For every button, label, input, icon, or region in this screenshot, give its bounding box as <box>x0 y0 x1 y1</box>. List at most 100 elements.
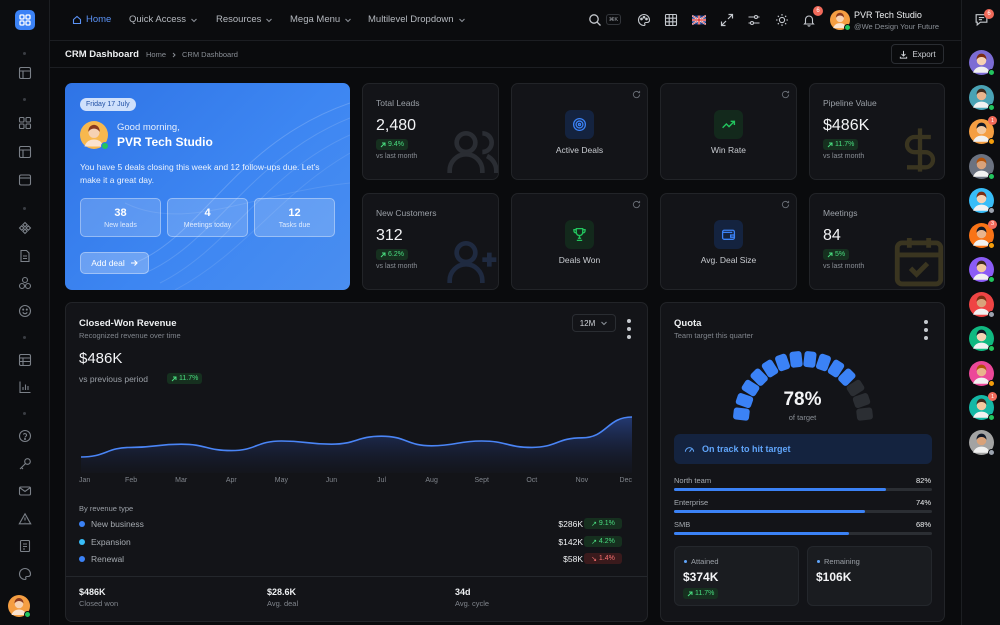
series-dot <box>79 521 85 527</box>
welcome-card: Friday 17 July Good morning, PVR Tech St… <box>65 83 350 290</box>
dashboard-icon[interactable] <box>18 116 32 130</box>
refresh-icon[interactable] <box>632 200 641 209</box>
settings-sliders-icon[interactable] <box>747 13 761 27</box>
contact-avatar[interactable] <box>969 360 995 387</box>
sidebar-user-avatar[interactable] <box>8 595 31 618</box>
arrow-up-right-icon <box>380 252 386 257</box>
presence-status-dot <box>988 310 995 318</box>
contact-avatar[interactable] <box>969 257 995 283</box>
icon-card-deals-won[interactable]: Deals Won <box>511 193 648 290</box>
refresh-icon[interactable] <box>781 90 790 99</box>
breadcrumb-home-link[interactable]: Home <box>146 50 167 59</box>
search-icon[interactable] <box>588 13 602 27</box>
arrow-up-right-icon <box>171 376 177 381</box>
shapes-icon[interactable] <box>18 276 32 290</box>
invoice-icon[interactable] <box>18 539 32 553</box>
stat-new-leads: 38 New leads <box>80 198 161 237</box>
breakdown-name: New business <box>91 519 144 529</box>
user-avatar[interactable] <box>830 10 851 31</box>
team-name: Enterprise <box>674 498 709 507</box>
left-sidebar <box>0 0 50 625</box>
icon-card-avg-deal-size[interactable]: Avg. Deal Size <box>660 193 797 290</box>
icon-card-active-deals[interactable]: Active Deals <box>511 83 648 180</box>
unread-badge: 1 <box>988 392 997 401</box>
bar-chart-icon[interactable] <box>18 380 32 394</box>
user-plus-icon <box>447 241 497 283</box>
add-deal-button[interactable]: Add deal <box>80 252 149 274</box>
palette-icon[interactable] <box>637 13 651 27</box>
contact-avatar[interactable] <box>969 188 995 214</box>
gauge-segment <box>789 351 803 368</box>
more-vertical-icon[interactable] <box>922 318 930 340</box>
uk-flag-icon[interactable] <box>692 13 706 27</box>
x-axis-labels: Jan Feb Mar Apr May Jun Jul Aug Sept Oct Nov Dec <box>79 477 634 487</box>
dollar-icon <box>904 128 936 172</box>
nav-quick-access[interactable]: Quick Access <box>129 14 198 25</box>
nav-mega-menu[interactable]: Mega Menu <box>290 14 352 25</box>
welcome-avatar <box>80 121 109 150</box>
nav-resources[interactable]: Resources <box>216 14 273 25</box>
fullscreen-icon[interactable] <box>720 13 734 27</box>
divider-dot <box>23 52 26 55</box>
contact-avatar[interactable]: 1 <box>969 392 997 421</box>
quota-status-text: On track to hit target <box>702 444 791 454</box>
contact-avatar[interactable] <box>969 50 995 76</box>
contact-avatar[interactable] <box>969 326 995 352</box>
browser-window-icon[interactable] <box>18 173 32 187</box>
contact-avatar[interactable] <box>969 153 995 180</box>
table-icon[interactable] <box>18 353 32 367</box>
chevron-down-icon <box>266 18 273 22</box>
team-progress-track <box>674 510 932 513</box>
footer-avg-cycle-label: Avg. cycle <box>455 599 490 608</box>
icon-card-win-rate[interactable]: Win Rate <box>660 83 797 180</box>
revenue-change-badge: 11.7% <box>167 373 203 384</box>
palette-icon[interactable] <box>18 567 32 581</box>
contact-avatar[interactable] <box>969 429 995 456</box>
breakdown-value: $142K <box>558 537 583 547</box>
right-contacts-rail: 6 1 3 1 <box>961 0 1000 625</box>
layout-icon[interactable] <box>18 66 32 80</box>
sun-icon[interactable] <box>775 13 789 27</box>
range-select[interactable]: 12M <box>572 314 616 332</box>
unread-badge: 3 <box>988 219 997 229</box>
components-icon[interactable] <box>18 221 32 235</box>
contact-avatar[interactable]: 1 <box>969 116 997 145</box>
arrow-up-right-icon <box>687 591 693 596</box>
grid-apps-icon[interactable] <box>664 13 678 27</box>
bell-icon[interactable] <box>802 13 816 27</box>
team-name: North team <box>674 476 712 485</box>
app-grid-logo-icon[interactable] <box>15 10 35 30</box>
key-icon[interactable] <box>18 457 32 471</box>
x-tick-label: Apr <box>225 477 237 484</box>
kpi-value: $486K <box>823 117 870 134</box>
quota-subtitle: Team target this quarter <box>674 331 754 340</box>
chevron-down-icon <box>345 18 352 22</box>
contact-avatar[interactable]: 3 <box>969 219 997 249</box>
document-icon[interactable] <box>18 249 32 263</box>
refresh-icon[interactable] <box>632 90 641 99</box>
table-layout-icon[interactable] <box>18 145 32 159</box>
page-title: CRM Dashboard <box>65 49 139 60</box>
contact-avatar[interactable] <box>969 291 995 318</box>
team-progress-track <box>674 532 932 535</box>
x-tick-label: Jul <box>377 477 387 484</box>
more-vertical-icon[interactable] <box>625 317 633 339</box>
nav-home[interactable]: Home <box>72 14 111 25</box>
contact-avatar[interactable] <box>969 84 995 111</box>
x-tick-label: Mar <box>175 477 188 484</box>
breakdown-change-value: 1.4% <box>598 555 615 562</box>
user-name[interactable]: PVR Tech Studio <box>854 10 922 20</box>
gauge-segment <box>741 379 760 397</box>
help-circle-icon[interactable] <box>18 429 32 443</box>
refresh-icon[interactable] <box>781 200 790 209</box>
gauge-segment <box>852 393 871 409</box>
nav-home-label: Home <box>86 14 112 25</box>
warning-icon[interactable] <box>18 512 32 526</box>
footer-avg-cycle-value: 34d <box>455 587 471 597</box>
breakdown-change-badge: ↘ 1.4% <box>584 553 622 564</box>
smiley-icon[interactable] <box>18 304 32 318</box>
footer-avg-deal-label: Avg. deal <box>267 599 299 608</box>
mail-icon[interactable] <box>18 484 32 498</box>
nav-multilevel-dropdown[interactable]: Multilevel Dropdown <box>368 14 466 25</box>
export-button[interactable]: Export <box>891 44 944 64</box>
